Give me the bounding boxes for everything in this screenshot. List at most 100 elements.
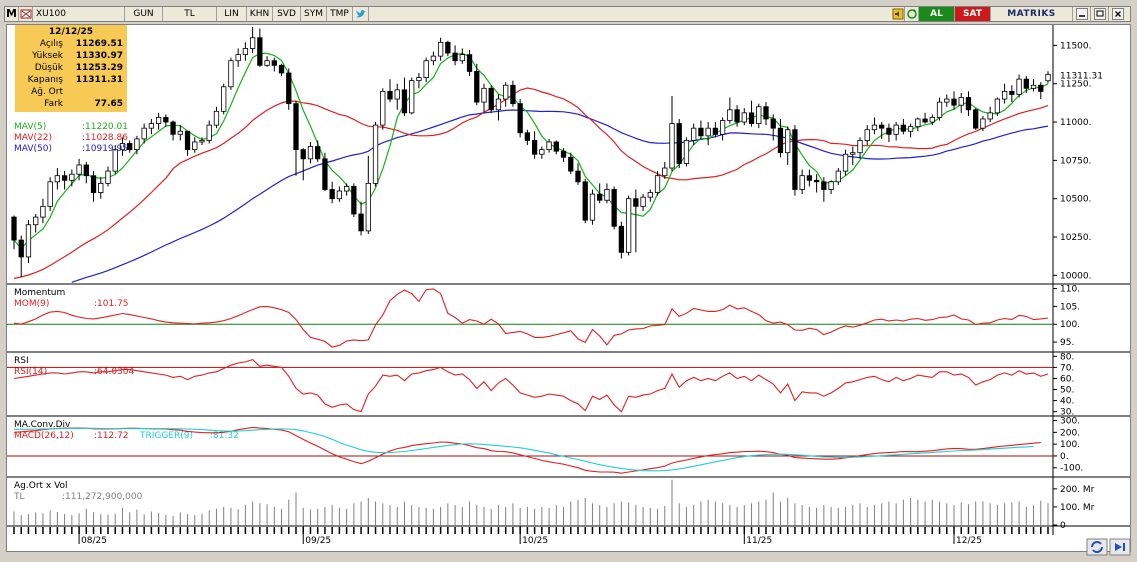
candle-down: [879, 124, 885, 129]
y-tick-label: 10750.: [1060, 156, 1092, 166]
sync-icon[interactable]: [1086, 538, 1108, 556]
candle-down: [813, 179, 820, 183]
tmp-button[interactable]: TMP: [327, 7, 353, 21]
candle-down: [257, 37, 263, 66]
candle-up: [343, 186, 350, 192]
scroll-end-icon[interactable]: [1109, 538, 1131, 556]
candle-up: [503, 84, 509, 100]
candle-up: [662, 167, 668, 177]
candle-down: [763, 106, 769, 120]
candle-up: [105, 170, 111, 184]
series-line: [13, 426, 1041, 474]
candle-up: [459, 54, 465, 62]
candle-up: [98, 182, 104, 193]
candle-up: [221, 86, 227, 112]
khn-button[interactable]: KHN: [247, 7, 273, 21]
candle-up: [1030, 84, 1037, 89]
last-price-label: 11311.31: [1060, 71, 1103, 81]
candle-up: [987, 112, 993, 120]
minimize-icon[interactable]: [1073, 7, 1091, 21]
candle-up: [372, 124, 379, 184]
candle-down: [445, 41, 451, 54]
symbol-list-icon[interactable]: [19, 7, 33, 21]
svd-button[interactable]: SVD: [273, 7, 301, 21]
brand-logo: MATRIKS: [991, 7, 1073, 21]
candle-down: [1009, 90, 1015, 95]
scale-button[interactable]: LIN: [217, 7, 247, 21]
y-tick-label: 105.: [1060, 302, 1080, 312]
info-row-avg: Ağ. Ort: [15, 87, 127, 98]
candle-up: [871, 124, 878, 131]
info-label: Ağ. Ort: [31, 87, 63, 97]
candle-up: [47, 181, 53, 207]
price-chart[interactable]: 10000. 10250. 10500. 10750. 11000. 11250. 1150…: [7, 25, 1130, 551]
info-value: 11253.29: [75, 63, 123, 73]
candle-up: [416, 77, 422, 82]
period-button[interactable]: GUN: [125, 7, 163, 21]
candle-down: [900, 124, 907, 132]
candle-down: [127, 143, 133, 151]
candle-up: [893, 124, 899, 135]
refresh-icon[interactable]: [905, 7, 919, 21]
mav5-line: [13, 52, 1049, 250]
legend-value: :11220.01: [82, 122, 128, 132]
candle-up: [33, 216, 39, 226]
candle-down: [401, 89, 408, 114]
candle-up: [394, 89, 400, 100]
candle-up: [654, 175, 661, 193]
candle-down: [611, 189, 617, 227]
candle-down: [90, 175, 97, 193]
candle-down: [170, 121, 176, 135]
buy-button[interactable]: AL: [919, 7, 955, 21]
legend-value: :111,272,900,000: [62, 492, 143, 502]
candle-up: [155, 117, 162, 124]
candle-down: [315, 146, 321, 160]
y-tick-label: 30.: [1060, 408, 1074, 418]
series-line: [13, 427, 1034, 472]
x-tick-label: 11/25: [746, 536, 772, 546]
candle-up: [756, 106, 762, 124]
candle-up: [799, 175, 805, 190]
chart-area[interactable]: 10000. 10250. 10500. 10750. 11000. 11250. 1150…: [6, 24, 1131, 552]
candle-down: [582, 181, 588, 221]
candle-up: [994, 98, 1001, 114]
menu-button[interactable]: M: [5, 7, 19, 21]
legend-label: MAV(5): [14, 122, 46, 132]
y-tick-label: 200.: [1060, 428, 1080, 438]
candle-up: [264, 60, 270, 66]
sound-icon[interactable]: [891, 7, 905, 21]
candle-down: [633, 198, 639, 207]
candle-up: [727, 109, 733, 121]
sym-button[interactable]: SYM: [301, 7, 327, 21]
candle-down: [531, 140, 538, 155]
candle-up: [741, 112, 747, 123]
candle-up: [76, 164, 82, 175]
twitter-icon[interactable]: [353, 7, 369, 21]
candle-down: [184, 130, 191, 151]
legend-value: :112.72: [94, 431, 129, 441]
candle-up: [409, 80, 415, 114]
close-icon[interactable]: [1109, 7, 1127, 21]
candle-up: [691, 127, 697, 141]
y-tick-label: 10500.: [1060, 195, 1092, 205]
candle-up: [112, 149, 118, 172]
y-tick-label: 100.: [1060, 320, 1080, 330]
candle-down: [951, 98, 957, 106]
x-tick-label: 10/25: [522, 536, 548, 546]
candle-up: [365, 182, 371, 232]
y-tick-label: -100.: [1060, 464, 1083, 474]
candle-down: [474, 71, 480, 103]
candle-down: [163, 117, 169, 123]
candle-down: [300, 149, 306, 160]
bottom-controls: [1086, 538, 1132, 556]
symbol-field[interactable]: XU100: [33, 7, 125, 21]
info-row-open: Açılış 11269.51: [15, 39, 127, 50]
candle-up: [705, 127, 711, 137]
y-tick-label: 0.: [1060, 452, 1069, 462]
candle-up: [437, 41, 444, 57]
maximize-icon[interactable]: [1091, 7, 1109, 21]
candle-down: [792, 129, 798, 190]
sell-button[interactable]: SAT: [955, 7, 991, 21]
candle-down: [83, 164, 89, 177]
currency-button[interactable]: TL: [163, 7, 217, 21]
